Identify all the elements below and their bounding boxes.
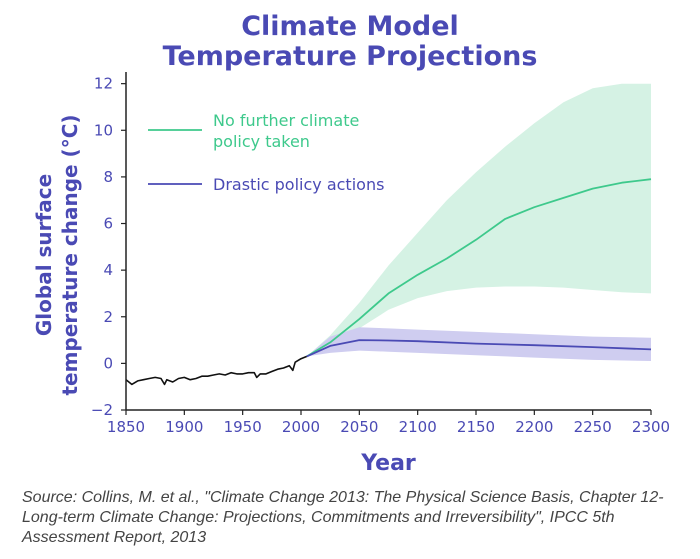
y-tick-label: 4 [103, 261, 113, 279]
y-tick-label: 10 [94, 121, 113, 139]
x-tick-label: 2050 [340, 418, 378, 436]
title-line-2: Temperature Projections [162, 41, 538, 72]
source-citation: Source: Collins, M. et al., "Climate Cha… [22, 489, 664, 546]
y-tick-label: 2 [103, 308, 113, 326]
no-policy-range-band [306, 83, 651, 357]
x-axis-title: Year [360, 451, 416, 476]
x-tick-label: 2000 [282, 418, 320, 436]
y-axis-title-line-1: Global surface [32, 174, 56, 336]
x-tick-label: 1950 [224, 418, 262, 436]
y-tick-label: 6 [103, 215, 113, 233]
y-tick-label: 8 [103, 168, 113, 186]
y-axis-title-line-2: temperature change (°C) [58, 114, 82, 395]
y-tick-label: 12 [94, 75, 113, 93]
x-tick-label: 2300 [632, 418, 670, 436]
x-tick-label: 1850 [107, 418, 145, 436]
no-policy-series-line [306, 178, 652, 358]
legend-label-no-policy: No further climate [213, 111, 359, 130]
x-tick-label: 2200 [515, 418, 553, 436]
x-tick-label: 2150 [457, 418, 495, 436]
title-line-1: Climate Model [241, 11, 459, 42]
legend-label-no-policy: policy taken [213, 132, 310, 151]
x-tick-label: 1900 [165, 418, 203, 436]
drastic-policy-series-line [306, 339, 652, 358]
chart-canvas: 1850 1900 1950 2000 2050 2100 2150 2200 2250 2300… [32, 72, 670, 476]
x-tick-label: 2250 [574, 418, 612, 436]
y-tick-label: −2 [91, 401, 113, 419]
x-tick-label: 2100 [399, 418, 437, 436]
historical-temperature-line [125, 355, 308, 386]
y-tick-label: 0 [103, 354, 113, 372]
legend-label-drastic-policy: Drastic policy actions [213, 175, 384, 194]
chart-title: Climate Model Temperature Projections [0, 12, 700, 72]
